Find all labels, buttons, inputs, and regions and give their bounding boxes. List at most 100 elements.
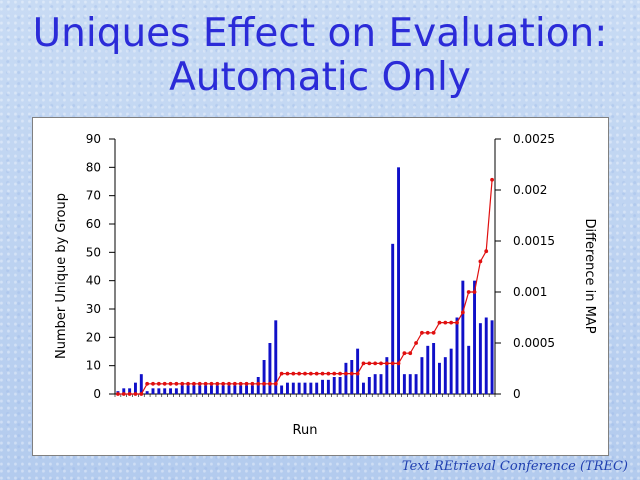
slide-title-line-2: Automatic Only <box>169 55 471 100</box>
line-point <box>168 381 173 386</box>
map-difference-line <box>117 179 493 395</box>
line-point <box>460 310 465 315</box>
bar <box>373 374 377 394</box>
line-point <box>420 330 424 335</box>
line-point <box>338 371 342 376</box>
bar <box>402 374 406 394</box>
line-point <box>303 371 307 376</box>
left-tick-label: 60 <box>86 217 101 231</box>
bar <box>163 388 167 394</box>
line-point <box>373 361 378 366</box>
bar <box>438 362 441 394</box>
line-point <box>238 381 243 386</box>
bar <box>473 280 476 394</box>
line-point <box>145 381 150 386</box>
right-tick-label: 0 <box>513 387 521 401</box>
bar <box>385 357 389 394</box>
bar <box>326 379 330 394</box>
bar <box>215 385 219 394</box>
bar <box>478 323 482 394</box>
line-point <box>215 381 220 386</box>
line-point <box>116 392 120 396</box>
line-point <box>490 177 494 182</box>
line-point <box>197 381 202 386</box>
bar <box>174 388 178 394</box>
bar <box>169 388 172 394</box>
bar <box>280 385 284 394</box>
bar <box>262 360 266 394</box>
line-point <box>256 381 261 386</box>
left-tick-label: 50 <box>86 245 101 259</box>
line-point <box>484 249 489 254</box>
bar <box>303 382 307 394</box>
chart-axes: 0 10 20 30 40 50 60 70 80 90 0 0.0005 0.001 0.0015 0.0… <box>86 132 555 401</box>
line-point <box>367 361 372 366</box>
line-point <box>431 330 436 335</box>
line-point <box>244 381 249 386</box>
bar <box>145 391 149 394</box>
bar <box>134 382 137 394</box>
left-tick-label: 30 <box>86 302 101 316</box>
line-point <box>308 371 313 376</box>
line-point <box>402 351 407 356</box>
line-point <box>379 361 383 366</box>
line-point <box>390 361 395 366</box>
line-point <box>227 381 231 386</box>
bar <box>291 382 295 394</box>
line-point <box>478 259 483 264</box>
bar <box>461 280 465 394</box>
bar <box>408 374 412 394</box>
right-tick-label: 0.0025 <box>513 132 555 146</box>
bar <box>338 377 342 394</box>
bar <box>379 374 383 394</box>
line-point <box>139 392 144 396</box>
slide-title-line-1: Uniques Effect on Evaluation: <box>32 11 608 56</box>
right-tick-label: 0.002 <box>513 183 547 197</box>
line-point <box>203 381 208 386</box>
line-point <box>192 381 196 386</box>
line-point <box>297 371 302 376</box>
bar <box>227 385 231 394</box>
line-series <box>116 177 494 396</box>
line-point <box>408 351 413 356</box>
bar <box>122 388 126 394</box>
right-tick-label: 0.0015 <box>513 234 555 248</box>
bar <box>414 374 418 394</box>
bar <box>490 320 494 394</box>
right-tick-label: 0.001 <box>513 285 547 299</box>
right-tick-label: 0.0005 <box>513 336 555 350</box>
left-tick-label: 20 <box>86 330 101 344</box>
bar <box>186 385 190 394</box>
bar <box>268 343 272 394</box>
chart-frame: 0 10 20 30 40 50 60 70 80 90 0 0.0005 0.001 0.0015 0.0… <box>32 117 609 456</box>
bar <box>467 345 471 394</box>
line-point <box>279 371 284 376</box>
slide-title: Uniques Effect on Evaluation: Automatic … <box>0 12 640 100</box>
line-point <box>414 341 418 345</box>
bar <box>432 343 436 394</box>
bar <box>426 345 430 394</box>
left-tick-label: 40 <box>86 274 101 288</box>
bar-series <box>116 167 494 394</box>
line-point <box>151 381 155 386</box>
bar <box>315 382 319 394</box>
line-point <box>466 290 471 294</box>
bar <box>332 377 336 394</box>
line-point <box>455 320 459 325</box>
bar <box>250 385 254 394</box>
line-point <box>156 381 161 386</box>
bar <box>139 374 143 394</box>
bar <box>367 377 371 394</box>
left-axis-title: Number Unique by Group <box>54 193 69 359</box>
line-point <box>232 381 237 386</box>
line-point <box>443 320 448 325</box>
bar <box>245 385 248 394</box>
line-point <box>449 320 454 325</box>
line-point <box>180 381 185 386</box>
line-point <box>320 371 325 376</box>
bar <box>221 385 225 394</box>
bar <box>309 382 313 394</box>
bar <box>239 385 243 394</box>
line-point <box>221 381 226 386</box>
line-point <box>396 361 401 366</box>
